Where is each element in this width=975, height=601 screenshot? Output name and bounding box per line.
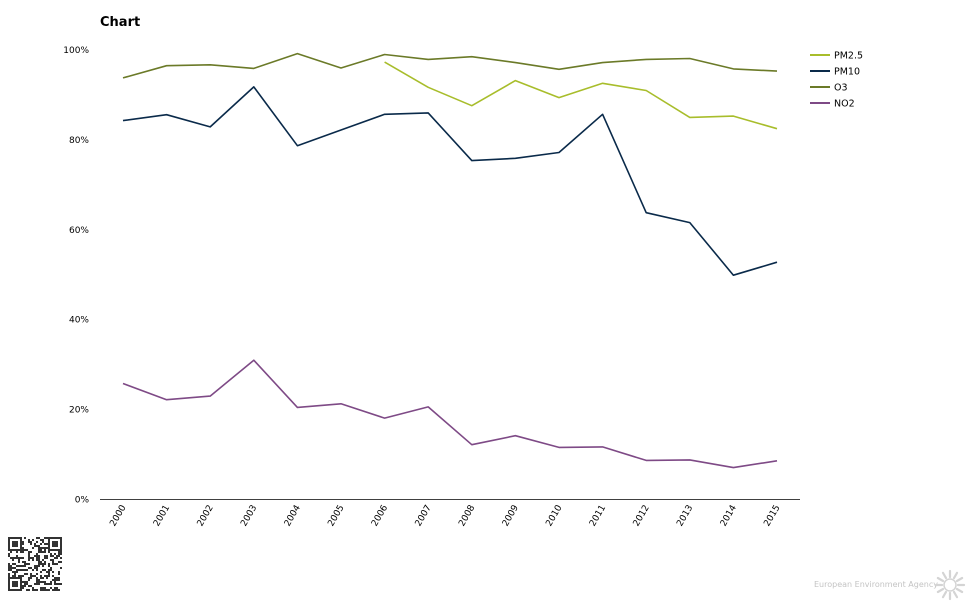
series-line-no2 xyxy=(122,359,778,469)
eea-logo-icon xyxy=(934,569,966,601)
y-tick-label: 100% xyxy=(63,46,89,56)
x-tick-label: 2000 xyxy=(108,503,128,528)
series-lines xyxy=(122,52,778,469)
x-tick-label: 2012 xyxy=(632,504,652,529)
x-tick-label: 2009 xyxy=(501,503,521,528)
x-axis-ticks: 2000 2001 2002 2003 2004 2005 2006 2007 2008 2009… xyxy=(108,503,782,528)
x-tick-label: 2003 xyxy=(239,504,259,529)
qr-code-icon xyxy=(8,537,62,591)
y-tick-label: 60% xyxy=(69,226,89,236)
x-tick-label: 2006 xyxy=(370,503,390,528)
series-line-o3 xyxy=(122,52,778,79)
x-tick-label: 2004 xyxy=(283,503,303,528)
eea-credit: European Environment Agency xyxy=(814,580,938,589)
legend-label: PM2.5 xyxy=(834,51,863,62)
series-line-pm10 xyxy=(122,86,778,276)
x-tick-label: 2008 xyxy=(457,503,477,528)
legend-label: NO2 xyxy=(834,99,855,110)
chart-title: Chart xyxy=(100,15,141,30)
x-tick-label: 2010 xyxy=(544,503,564,528)
legend-label: PM10 xyxy=(834,67,860,78)
y-tick-label: 40% xyxy=(69,316,89,326)
x-tick-label: 2014 xyxy=(719,503,739,528)
y-tick-label: 80% xyxy=(69,136,89,146)
y-tick-label: 0% xyxy=(75,496,90,506)
legend-label: O3 xyxy=(834,83,848,94)
x-tick-label: 2013 xyxy=(675,504,695,529)
series-line-pm25 xyxy=(384,61,778,130)
x-tick-label: 2002 xyxy=(196,504,216,529)
x-tick-label: 2007 xyxy=(414,504,434,529)
y-tick-label: 20% xyxy=(69,406,89,416)
x-tick-label: 2015 xyxy=(762,504,782,529)
legend: PM2.5 PM10 O3 NO2 xyxy=(810,51,863,110)
x-tick-label: 2001 xyxy=(152,504,172,529)
x-tick-label: 2011 xyxy=(588,504,608,529)
x-tick-label: 2005 xyxy=(326,504,346,529)
y-axis-ticks: 0% 20% 40% 60% 80% 100% xyxy=(63,46,89,506)
